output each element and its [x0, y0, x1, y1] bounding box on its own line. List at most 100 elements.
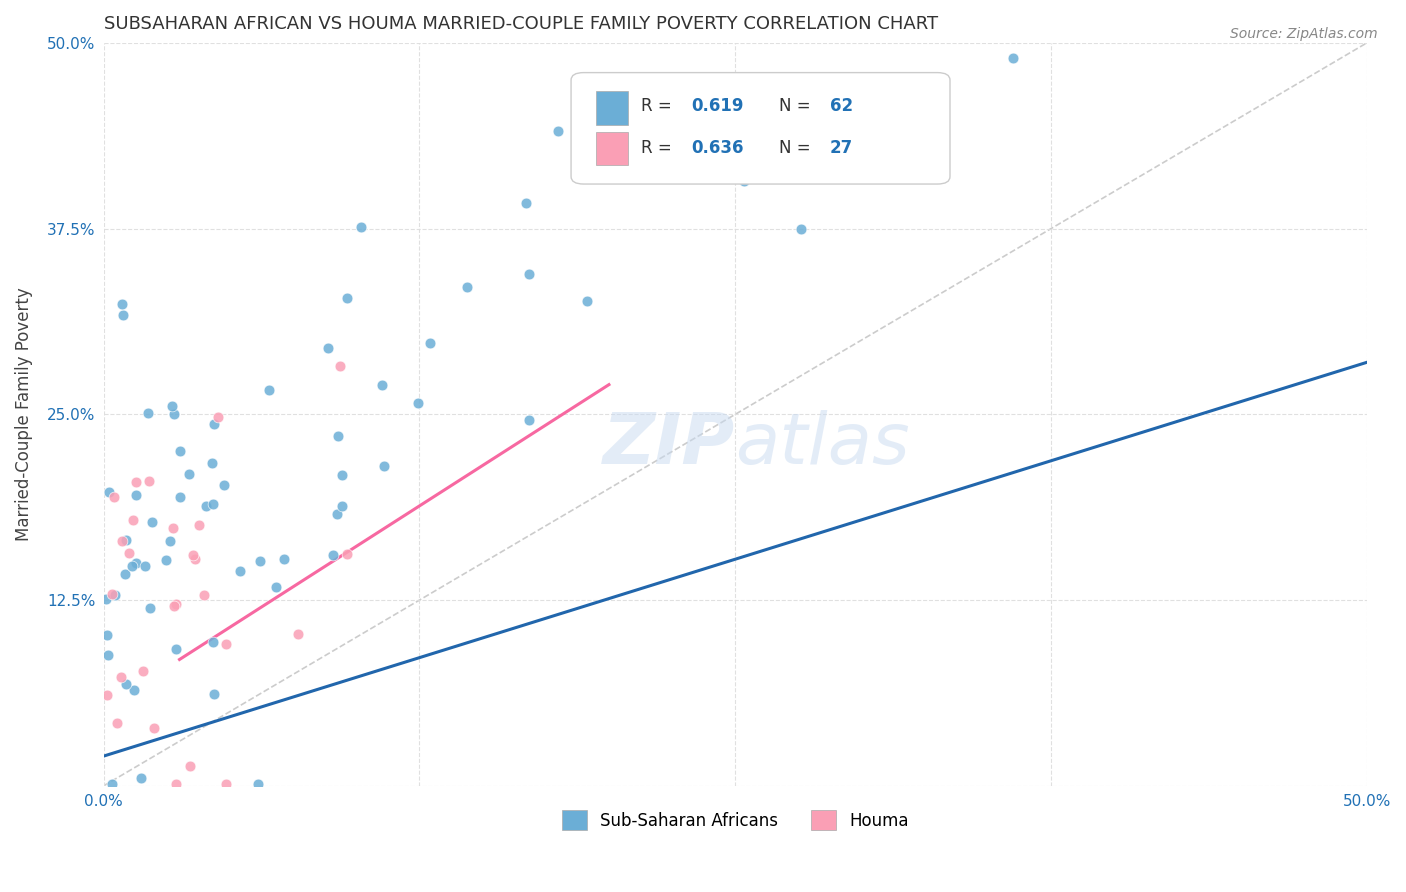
Text: 0.636: 0.636	[692, 139, 744, 157]
Text: N =: N =	[779, 97, 817, 115]
Sub-Saharan Africans	[166, 642, 188, 657]
Sub-Saharan Africans	[104, 588, 127, 602]
Legend: Sub-Saharan Africans, Houma: Sub-Saharan Africans, Houma	[555, 803, 915, 837]
Sub-Saharan Africans	[125, 488, 148, 502]
Sub-Saharan Africans	[138, 406, 160, 420]
Sub-Saharan Africans	[201, 456, 224, 470]
Houma	[101, 587, 124, 601]
Houma	[105, 716, 128, 731]
Houma	[184, 552, 207, 566]
Houma	[96, 688, 118, 702]
Sub-Saharan Africans	[202, 687, 225, 701]
Sub-Saharan Africans	[733, 174, 755, 188]
Text: R =: R =	[641, 139, 676, 157]
Sub-Saharan Africans	[1001, 51, 1024, 65]
Text: ZIP: ZIP	[603, 409, 735, 478]
Sub-Saharan Africans	[124, 683, 146, 698]
Houma	[179, 759, 201, 773]
Text: 62: 62	[830, 97, 853, 115]
Sub-Saharan Africans	[202, 417, 225, 431]
Sub-Saharan Africans	[371, 378, 394, 392]
Text: 0.619: 0.619	[692, 97, 744, 115]
Y-axis label: Married-Couple Family Poverty: Married-Couple Family Poverty	[15, 287, 32, 541]
Sub-Saharan Africans	[159, 534, 181, 549]
Sub-Saharan Africans	[134, 559, 156, 574]
Text: Source: ZipAtlas.com: Source: ZipAtlas.com	[1230, 27, 1378, 41]
Sub-Saharan Africans	[201, 635, 224, 649]
Sub-Saharan Africans	[155, 552, 177, 566]
Houma	[110, 670, 132, 684]
Sub-Saharan Africans	[114, 566, 136, 581]
Sub-Saharan Africans	[419, 336, 441, 351]
Sub-Saharan Africans	[121, 558, 143, 573]
Houma	[207, 410, 229, 425]
Sub-Saharan Africans	[547, 124, 569, 138]
Sub-Saharan Africans	[96, 628, 118, 642]
Sub-Saharan Africans	[98, 484, 121, 499]
Sub-Saharan Africans	[257, 383, 280, 397]
Houma	[103, 490, 125, 504]
Sub-Saharan Africans	[125, 556, 148, 570]
Text: atlas: atlas	[735, 409, 910, 478]
Houma	[162, 521, 184, 535]
Sub-Saharan Africans	[212, 478, 235, 492]
Houma	[138, 475, 160, 489]
Sub-Saharan Africans	[246, 777, 269, 791]
Text: SUBSAHARAN AFRICAN VS HOUMA MARRIED-COUPLE FAMILY POVERTY CORRELATION CHART: SUBSAHARAN AFRICAN VS HOUMA MARRIED-COUP…	[104, 15, 938, 33]
Sub-Saharan Africans	[790, 222, 813, 236]
Sub-Saharan Africans	[96, 592, 118, 607]
Sub-Saharan Africans	[229, 565, 252, 579]
Text: R =: R =	[641, 97, 676, 115]
Houma	[287, 627, 309, 641]
Houma	[118, 545, 141, 559]
Sub-Saharan Africans	[326, 507, 349, 521]
Sub-Saharan Africans	[517, 412, 540, 426]
Sub-Saharan Africans	[97, 648, 120, 663]
FancyBboxPatch shape	[571, 72, 950, 184]
Sub-Saharan Africans	[316, 342, 339, 356]
Sub-Saharan Africans	[273, 552, 295, 566]
Sub-Saharan Africans	[169, 443, 191, 458]
Houma	[215, 777, 238, 791]
Sub-Saharan Africans	[328, 429, 350, 443]
Houma	[132, 665, 155, 679]
Sub-Saharan Africans	[163, 407, 186, 421]
FancyBboxPatch shape	[596, 91, 628, 125]
Houma	[165, 777, 187, 791]
FancyBboxPatch shape	[596, 132, 628, 166]
Sub-Saharan Africans	[576, 293, 599, 308]
Sub-Saharan Africans	[114, 677, 136, 691]
Sub-Saharan Africans	[100, 777, 122, 791]
Text: 27: 27	[830, 139, 853, 157]
Sub-Saharan Africans	[112, 308, 135, 322]
Sub-Saharan Africans	[179, 467, 201, 481]
Sub-Saharan Africans	[169, 490, 191, 504]
Sub-Saharan Africans	[114, 533, 136, 548]
Sub-Saharan Africans	[139, 600, 162, 615]
Sub-Saharan Africans	[162, 399, 184, 413]
Houma	[121, 513, 143, 527]
Sub-Saharan Africans	[111, 297, 134, 311]
Sub-Saharan Africans	[330, 467, 353, 482]
Houma	[336, 547, 359, 561]
Sub-Saharan Africans	[264, 580, 287, 594]
Sub-Saharan Africans	[201, 497, 224, 511]
Sub-Saharan Africans	[131, 771, 153, 785]
Sub-Saharan Africans	[194, 499, 217, 513]
Sub-Saharan Africans	[330, 499, 353, 513]
Houma	[111, 534, 134, 549]
Sub-Saharan Africans	[249, 554, 271, 568]
Houma	[163, 599, 186, 613]
Sub-Saharan Africans	[322, 548, 344, 562]
Sub-Saharan Africans	[336, 291, 359, 305]
Sub-Saharan Africans	[408, 395, 430, 409]
Sub-Saharan Africans	[515, 195, 537, 210]
Houma	[329, 359, 352, 373]
Sub-Saharan Africans	[373, 459, 395, 474]
Sub-Saharan Africans	[350, 219, 373, 234]
Houma	[181, 549, 204, 563]
Text: N =: N =	[779, 139, 817, 157]
Sub-Saharan Africans	[141, 515, 163, 529]
Houma	[215, 637, 238, 651]
Sub-Saharan Africans	[517, 267, 540, 281]
